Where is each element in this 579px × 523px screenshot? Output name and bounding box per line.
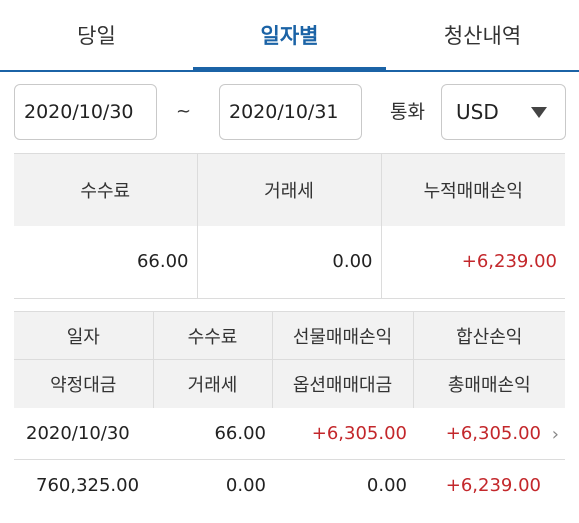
summary-tax-value: 0.00 xyxy=(196,225,381,299)
end-date-field[interactable]: 2020/10/31 xyxy=(219,84,362,140)
summary-cumulative-pnl-value: +6,239.00 xyxy=(380,225,565,299)
summary-header-fee: 수수료 xyxy=(14,153,197,226)
row-futures-pnl: +6,305.00 xyxy=(272,407,413,460)
detail-header-row-1: 일자 수수료 선물매매손익 합산손익 xyxy=(14,311,565,360)
row-options-amount: 0.00 xyxy=(366,475,407,497)
daily-detail-table: 일자 수수료 선물매매손익 합산손익 약정대금 거래세 옵션매매대금 총매매손익… xyxy=(14,311,565,512)
chevron-down-icon xyxy=(531,107,547,118)
table-row: 760,325.00 0.00 0.00 +6,239.00 xyxy=(14,460,565,512)
table-row[interactable]: 2020/10/30 66.00 +6,305.00 +6,305.00 › xyxy=(14,407,565,460)
summary-fee-value: 66.00 xyxy=(14,225,197,299)
summary-header-tax: 거래세 xyxy=(196,153,381,226)
header-options-amount: 옵션매매대금 xyxy=(271,359,413,408)
detail-header-row-2: 약정대금 거래세 옵션매매대금 총매매손익 xyxy=(14,359,565,408)
header-contract-amount: 약정대금 xyxy=(14,359,153,408)
chevron-right-icon[interactable]: › xyxy=(551,423,559,445)
tab-today[interactable]: 당일 xyxy=(77,24,116,48)
currency-label: 통화 xyxy=(390,101,425,123)
header-date: 일자 xyxy=(14,311,153,360)
filter-row: 2020/10/30 ~ 2020/10/31 통화 USD xyxy=(0,84,579,142)
header-total-pnl: 총매매손익 xyxy=(412,359,565,408)
row-fee: 66.00 xyxy=(153,407,272,460)
start-date-field[interactable]: 2020/10/30 xyxy=(14,84,157,140)
header-futures-pnl: 선물매매손익 xyxy=(271,311,413,360)
header-fee: 수수료 xyxy=(152,311,272,360)
row-combined-pnl: +6,305.00 xyxy=(445,422,541,444)
row-date: 2020/10/30 xyxy=(14,407,153,460)
summary-header-row: 수수료 거래세 누적매매손익 xyxy=(14,153,565,226)
tab-daily[interactable]: 일자별 xyxy=(193,0,386,72)
tab-bar: 당일 일자별 청산내역 xyxy=(0,0,579,72)
date-range-separator: ~ xyxy=(176,101,192,122)
header-combined-pnl: 합산손익 xyxy=(412,311,565,360)
row-combined-pnl-cell: +6,305.00 › xyxy=(413,407,565,460)
summary-table: 수수료 거래세 누적매매손익 66.00 0.00 +6,239.00 xyxy=(14,153,565,299)
tab-settlement-history[interactable]: 청산내역 xyxy=(443,24,522,48)
row-contract-amount: 760,325.00 xyxy=(36,475,140,497)
summary-header-cumulative-pnl: 누적매매손익 xyxy=(380,153,565,226)
summary-value-row: 66.00 0.00 +6,239.00 xyxy=(14,225,565,299)
header-tax: 거래세 xyxy=(152,359,272,408)
row-tax: 0.00 xyxy=(225,475,266,497)
currency-value: USD xyxy=(456,100,499,124)
currency-select[interactable]: USD xyxy=(441,84,566,140)
row-total-pnl: +6,239.00 xyxy=(445,475,541,497)
